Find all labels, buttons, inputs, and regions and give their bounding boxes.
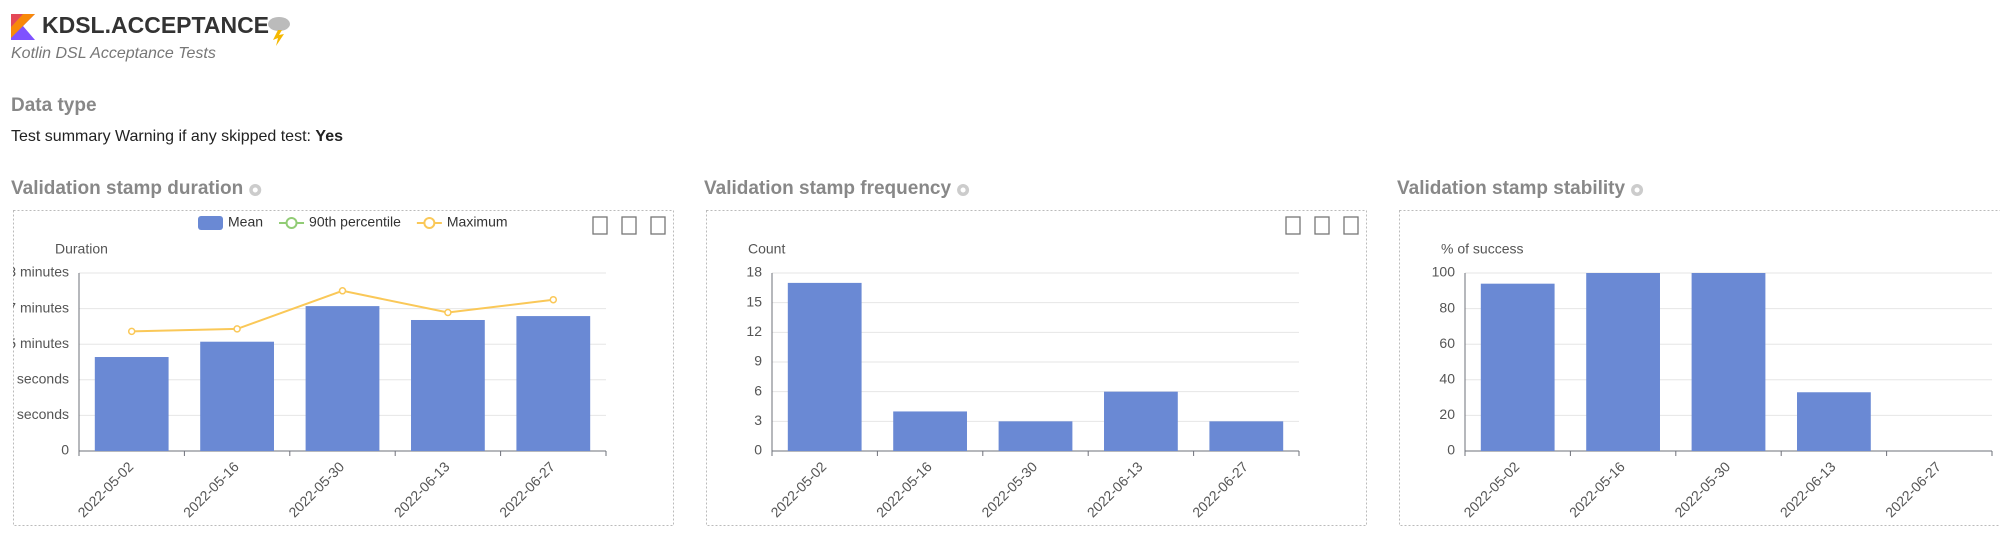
legend-point [423,217,436,229]
y-tick-label: 40 [1439,371,1455,387]
download-button[interactable] [1314,216,1330,235]
y-axis-title: Count [748,241,785,257]
bar [411,319,485,451]
x-tick-label: 2022-05-02 [1460,458,1522,520]
fullscreen-button[interactable] [1343,216,1359,235]
settings-icon-hole [1634,187,1640,193]
line-point [127,327,136,336]
x-tick-label: 2022-05-16 [180,458,242,520]
x-tick-label: 2022-06-27 [1189,458,1251,520]
y-axis-title: % of success [1441,241,1523,257]
bar [200,341,274,451]
toolbox [1285,216,1359,235]
chart-title: Validation stamp frequency [704,178,951,199]
bar [893,411,967,451]
bar [1797,392,1871,451]
toolbox [592,216,666,235]
bar [305,306,380,451]
chart-panel: Count 0 3 6 9 12 15 18 2022-05-02 2022-05-16 2022-… [706,210,1367,526]
y-axis-title: Duration [55,241,108,257]
y-tick-label: 12 [746,323,762,339]
x-tick-label: 2022-05-30 [1671,458,1733,520]
x-tick-label: 2022-06-13 [391,458,453,520]
panel-border [1399,210,2000,526]
x-tick-label: 2022-05-02 [767,458,829,520]
x-tick-label: 2022-05-16 [873,458,935,520]
project-subtitle: Kotlin DSL Acceptance Tests [11,45,216,62]
bar [787,282,862,451]
section-text: Test summary Warning if any skipped test… [11,128,343,145]
x-tick-label: 2022-06-13 [1777,458,1839,520]
y-tick-label: 3 [754,412,762,428]
bar [1586,273,1660,451]
y-tick-label: 5 minutes [8,335,69,351]
chart-panel: Duration Mean 90th percentile Maximum 0 0 sec… [5,210,674,526]
x-tick-label: 2022-05-16 [1566,458,1628,520]
x-tick-label: 2022-05-30 [978,458,1040,520]
settings-icon-hole [252,187,258,193]
logo [11,14,35,40]
y-tick-label: 60 [1439,335,1455,351]
bar [94,357,169,451]
download-button[interactable] [621,216,637,235]
y-tick-label: 100 [1432,264,1456,280]
legend-label: Maximum [447,214,508,230]
legend-label: Mean [228,214,263,230]
panel-border [13,210,674,526]
legend-swatch [198,216,223,230]
settings-icon-hole [960,187,966,193]
bar [998,421,1073,451]
line-point [338,287,347,295]
y-tick-label: 7 minutes [8,299,69,315]
y-tick-label: 0 seconds [5,406,69,422]
chart-title: Validation stamp stability [1397,178,1625,199]
fullscreen-button[interactable] [650,216,666,235]
x-tick-label: 2022-05-30 [285,458,347,520]
line-point [444,308,452,317]
y-tick-label: 8 minutes [8,264,69,280]
y-tick-label: 6 [754,382,762,398]
y-tick-label: 9 [754,353,762,369]
line-point [549,295,558,304]
section-title: Data type [11,95,97,116]
x-tick-label: 2022-06-13 [1084,458,1146,520]
y-tick-label: 0 [754,442,762,458]
bar [1209,421,1284,451]
panel-border [706,210,1367,526]
bar [1104,391,1178,451]
bar [516,316,591,451]
y-tick-label: 80 [1439,299,1455,315]
y-tick-label: 0 [61,442,69,458]
chart-title: Validation stamp duration [11,178,243,199]
y-tick-label: 0 seconds [5,371,69,387]
project-title: KDSL.ACCEPTANCE [42,12,269,38]
y-tick-label: 18 [746,264,762,280]
y-tick-label: 15 [746,293,762,309]
x-tick-label: 2022-06-27 [496,458,558,520]
summary-label: Test summary Warning if any skipped test… [11,128,311,145]
weather-icon [268,17,290,46]
legend-label: 90th percentile [309,214,401,230]
x-tick-label: 2022-05-02 [74,458,136,520]
chart-panel: % of success 0 20 40 60 80 100 2022-05-02 2022-0… [1399,210,2000,526]
data-view-button[interactable] [1285,216,1301,235]
y-tick-label: 0 [1447,442,1455,458]
y-tick-label: 20 [1439,406,1455,422]
summary-value: Yes [315,128,343,145]
bar [1480,283,1555,451]
bar [1691,273,1766,451]
x-tick-label: 2022-06-27 [1882,458,1944,520]
legend-point [285,217,298,229]
line-point [233,325,241,333]
data-view-button[interactable] [592,216,608,235]
